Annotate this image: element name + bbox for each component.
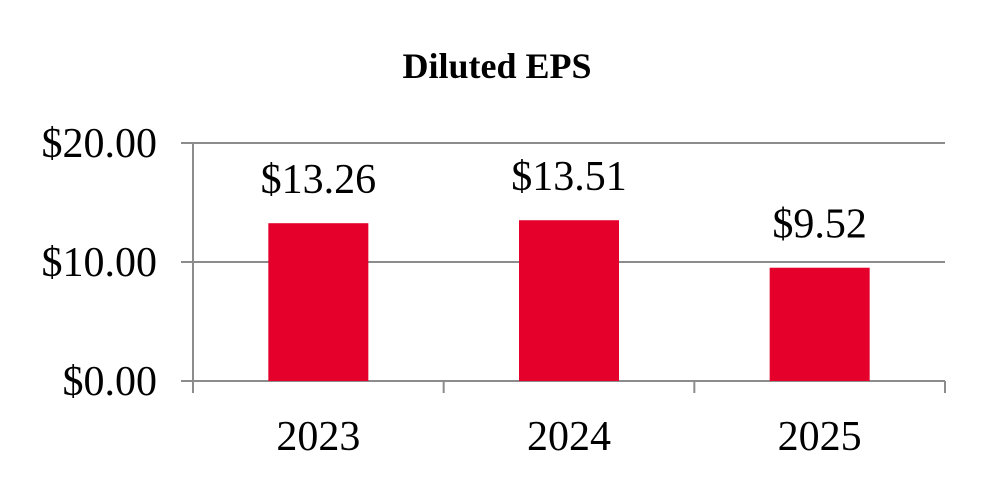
y-tick-label: $10.00 [42,240,158,286]
bar-2024 [519,220,619,381]
chart-title: Diluted EPS [402,46,591,86]
data-labels: $13.26 $13.51 $9.52 [261,154,867,247]
y-tick-label: $20.00 [42,121,158,167]
bar-2023 [268,223,369,381]
x-tick-label: 2025 [778,414,862,460]
y-axis-tick-labels: $0.00 $10.00 $20.00 [42,121,158,405]
y-tick-label: $0.00 [63,359,158,405]
x-tick-label: 2024 [527,414,611,460]
data-label-2023: $13.26 [261,157,377,203]
bars [268,220,870,381]
data-label-2024: $13.51 [511,154,627,200]
bar-2025 [769,267,870,381]
data-label-2025: $9.52 [772,202,867,248]
x-axis-tick-labels: 2023 2024 2025 [276,414,861,460]
x-tick-label: 2023 [276,414,360,460]
